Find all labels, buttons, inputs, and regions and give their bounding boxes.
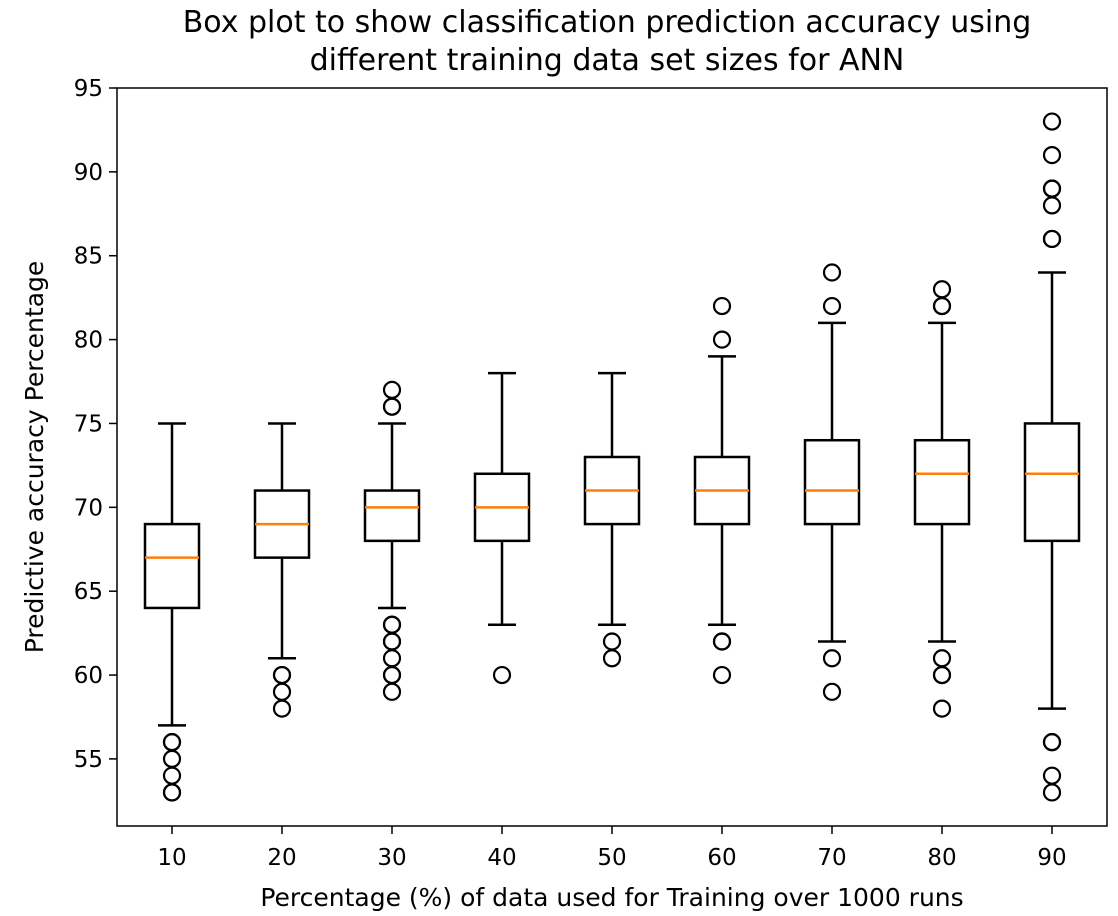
box-iqr	[1023, 422, 1081, 543]
outlier-point	[602, 649, 622, 668]
outlier-point	[932, 280, 952, 299]
y-tick-label: 65	[74, 579, 103, 605]
outlier-point	[382, 397, 402, 416]
box-iqr	[143, 522, 201, 610]
box-group-70	[803, 263, 861, 701]
x-tick-label: 30	[377, 845, 406, 871]
x-tick-label: 70	[817, 845, 846, 871]
box-iqr	[913, 438, 971, 526]
outlier-point	[932, 296, 952, 316]
y-tick-label: 85	[74, 244, 103, 270]
y-axis: 55 60 65 70 75 80 85 90 95	[74, 76, 117, 773]
x-tick-label: 50	[597, 845, 626, 871]
outlier-point	[1042, 733, 1062, 752]
outlier-point	[602, 632, 622, 651]
y-axis-label: Predictive accuracy Percentage	[20, 261, 49, 654]
outlier-point	[822, 263, 842, 282]
outlier-point	[382, 380, 402, 400]
y-tick-label: 80	[74, 328, 103, 354]
outlier-point	[382, 649, 402, 668]
outlier-point	[1042, 766, 1062, 785]
outlier-point	[1042, 783, 1062, 802]
outlier-point	[712, 632, 732, 651]
outlier-point	[382, 665, 402, 685]
outlier-point	[1042, 229, 1062, 249]
x-tick-label: 80	[927, 845, 956, 871]
y-tick-label: 70	[74, 495, 103, 521]
x-tick-label: 90	[1037, 845, 1066, 871]
title-line-2: different training data set sizes for AN…	[310, 43, 905, 78]
x-axis: 10 20 30 40 50 60 70 80 90	[157, 826, 1067, 871]
outlier-point	[272, 699, 292, 718]
outlier-point	[1042, 179, 1062, 198]
y-tick-label: 95	[74, 76, 103, 102]
outlier-point	[382, 682, 402, 701]
outlier-point	[822, 649, 842, 668]
outlier-point	[162, 783, 182, 802]
outlier-point	[822, 682, 842, 701]
x-tick-label: 20	[267, 845, 296, 871]
outlier-point	[272, 665, 292, 685]
outlier-point	[1042, 196, 1062, 215]
box-group-50	[583, 371, 641, 668]
outlier-point	[272, 682, 292, 701]
box-iqr	[803, 438, 861, 526]
x-tick-label: 40	[487, 845, 516, 871]
outlier-point	[932, 649, 952, 668]
outlier-point	[712, 665, 732, 685]
box-group-20	[253, 422, 311, 718]
outlier-point	[1042, 112, 1062, 131]
outlier-point	[382, 615, 402, 634]
box-iqr	[363, 489, 421, 543]
y-tick-label: 90	[74, 160, 103, 186]
box-group-90	[1023, 112, 1081, 802]
x-axis-label: Percentage (%) of data used for Training…	[260, 883, 963, 912]
outlier-point	[382, 632, 402, 651]
outlier-point	[712, 296, 732, 316]
x-tick-label: 60	[707, 845, 736, 871]
box-group-80	[913, 280, 971, 718]
chart-title: Box plot to show classification predicti…	[183, 5, 1032, 78]
y-tick-label: 55	[74, 747, 103, 773]
outlier-point	[822, 296, 842, 316]
box-group-30	[363, 380, 421, 701]
y-tick-label: 60	[74, 663, 103, 689]
y-tick-label: 75	[74, 411, 103, 437]
outlier-point	[162, 766, 182, 785]
box-group-40	[473, 371, 531, 685]
outlier-point	[1042, 145, 1062, 165]
outlier-point	[932, 665, 952, 685]
outlier-point	[712, 330, 732, 349]
x-tick-label: 10	[157, 845, 186, 871]
box-group-60	[693, 296, 751, 685]
outlier-point	[492, 665, 512, 685]
plot-area	[143, 112, 1081, 802]
outlier-point	[932, 699, 952, 718]
outlier-point	[162, 733, 182, 752]
box-group-10	[143, 422, 201, 802]
outlier-point	[162, 749, 182, 769]
title-line-1: Box plot to show classification predicti…	[183, 5, 1032, 40]
